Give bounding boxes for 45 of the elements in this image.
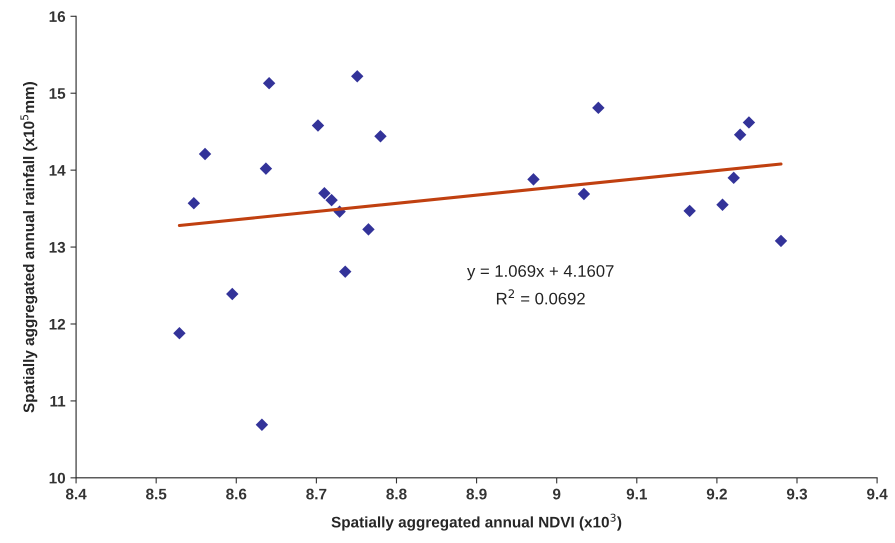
y-tick-label: 13 [50, 242, 66, 253]
y-tick-label: 15 [50, 88, 66, 99]
annotation: R$^{2}$ = 0.0692 [496, 289, 585, 304]
point [774, 234, 788, 248]
point [592, 102, 605, 114]
point [728, 172, 740, 184]
point [716, 198, 729, 211]
point [362, 223, 375, 236]
point [325, 194, 338, 206]
y-tick-label: 14 [50, 165, 66, 176]
x-tick-label: 8.4 [66, 488, 87, 500]
point [318, 187, 331, 200]
x-tick-label: 9.2 [706, 488, 727, 500]
point [742, 116, 756, 129]
point [374, 130, 387, 143]
point [683, 204, 696, 218]
point [351, 70, 364, 83]
y-tick-label: 10 [50, 472, 66, 484]
point [339, 265, 352, 278]
point [527, 173, 540, 186]
point [188, 197, 200, 210]
point [734, 128, 746, 141]
point [260, 162, 272, 175]
x-tick-label: 8.5 [146, 488, 166, 500]
x-tick-label: 9.1 [626, 488, 647, 500]
point [262, 77, 276, 90]
y-tick-label: 11 [50, 396, 66, 406]
x-axis-title: Spatially aggregated annual NDVI (x10$^{3}$) [332, 514, 622, 531]
point [312, 119, 324, 132]
y-tick-label: 12 [50, 318, 66, 330]
point [198, 148, 212, 160]
x-tick-label: 9.4 [867, 488, 888, 500]
point [226, 288, 238, 300]
x-tick-label: 9.3 [786, 488, 808, 500]
x-tick-label: 8.8 [386, 488, 407, 500]
point [256, 418, 268, 431]
x-tick-label: 9 [552, 488, 560, 500]
x-tick-label: 8.9 [466, 488, 487, 500]
point [173, 327, 186, 340]
annotation: y = 1.069x + 4.1607 [467, 265, 614, 280]
x-tick-label: 8.6 [226, 488, 246, 500]
y-axis-title: Spatially aggregated annual rainfall (x10$^{5}$mm) [20, 82, 38, 413]
x-tick-label: 8.7 [306, 488, 326, 500]
y-tick-label: 16 [50, 11, 66, 22]
point [578, 188, 590, 200]
